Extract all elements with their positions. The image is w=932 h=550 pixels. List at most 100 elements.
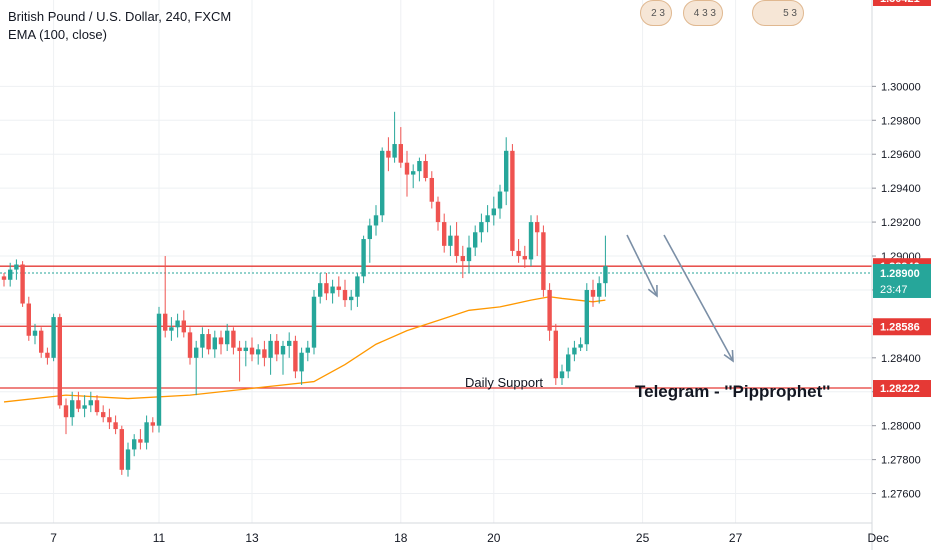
candle bbox=[590, 279, 596, 307]
candle bbox=[218, 330, 224, 355]
economic-event-usd-flag-icon[interactable]: 2 3 bbox=[640, 0, 672, 26]
candle bbox=[349, 289, 354, 311]
candle bbox=[293, 335, 298, 379]
price-tick-label: 1.29600 bbox=[881, 149, 921, 161]
arrow-shaft bbox=[626, 234, 658, 297]
candle-body bbox=[26, 303, 31, 336]
candle-body bbox=[417, 161, 422, 172]
candle bbox=[597, 276, 602, 304]
candle-body bbox=[590, 289, 596, 297]
candle-body bbox=[243, 347, 248, 352]
candle-body bbox=[249, 347, 255, 355]
candle bbox=[249, 337, 255, 362]
candle-body bbox=[237, 347, 242, 352]
candle bbox=[342, 279, 348, 307]
projection-arrows bbox=[626, 234, 734, 363]
candle bbox=[528, 215, 534, 267]
candle bbox=[187, 327, 193, 365]
candle-body bbox=[528, 222, 534, 260]
candle bbox=[107, 408, 112, 430]
candle bbox=[373, 205, 379, 236]
candle bbox=[392, 111, 397, 163]
candle bbox=[479, 213, 484, 243]
candle bbox=[243, 340, 248, 367]
candle-body bbox=[442, 222, 447, 246]
candle bbox=[101, 405, 106, 423]
candle-body bbox=[262, 349, 267, 358]
candle-body bbox=[541, 232, 546, 290]
current-price-tag: 1.28900 23:47 bbox=[873, 263, 931, 298]
candle-body bbox=[435, 201, 441, 223]
price-tick-label: 1.30000 bbox=[881, 81, 921, 93]
candle-body bbox=[553, 330, 558, 379]
candle bbox=[553, 323, 558, 385]
candle-body bbox=[20, 264, 25, 304]
candle-body bbox=[460, 256, 465, 262]
candle bbox=[274, 334, 279, 362]
event-count: 4 3 3 bbox=[693, 7, 716, 19]
candle bbox=[287, 332, 292, 358]
candle-body bbox=[355, 276, 360, 297]
candle-body bbox=[398, 144, 403, 163]
price-tick-label: 1.28400 bbox=[881, 353, 921, 365]
candle bbox=[516, 239, 521, 263]
candle-body bbox=[70, 400, 75, 418]
level-price-tag-label: 1.28586 bbox=[880, 321, 920, 333]
candle-body bbox=[125, 449, 131, 470]
projection-arrow bbox=[626, 234, 658, 298]
candle bbox=[299, 347, 304, 385]
top-partial-tag-label: 1.30421 bbox=[880, 0, 920, 5]
candle-body bbox=[274, 340, 279, 355]
candle-body bbox=[349, 296, 354, 301]
candle bbox=[268, 334, 273, 375]
candle bbox=[491, 196, 496, 226]
level-price-tag-bg bbox=[873, 380, 931, 398]
candle bbox=[435, 196, 441, 231]
time-tick-label: 27 bbox=[729, 531, 743, 545]
candle bbox=[417, 157, 422, 182]
price-tick-label: 1.29200 bbox=[881, 217, 921, 229]
current-price-tag-label: 1.28900 bbox=[880, 268, 920, 280]
candle bbox=[76, 391, 81, 413]
time-tick-label: 7 bbox=[50, 531, 57, 545]
support-label: Daily Support bbox=[465, 375, 543, 390]
price-tick-label: 1.29400 bbox=[881, 183, 921, 195]
candle bbox=[311, 289, 317, 355]
candle bbox=[163, 256, 168, 338]
candle bbox=[94, 395, 100, 416]
candle-body bbox=[82, 405, 87, 409]
candle bbox=[82, 395, 87, 418]
top-partial-tag: 1.30421 bbox=[873, 0, 931, 6]
candle bbox=[1, 272, 7, 287]
candle bbox=[380, 147, 385, 223]
candle-body bbox=[504, 150, 509, 192]
candle-body bbox=[194, 347, 199, 358]
candle-body bbox=[386, 150, 391, 158]
candle-body bbox=[584, 289, 589, 345]
candle-body bbox=[566, 354, 571, 372]
candle-body bbox=[287, 340, 292, 346]
candle bbox=[169, 317, 174, 341]
candle-body bbox=[361, 239, 366, 277]
event-count: 5 3 bbox=[783, 7, 797, 19]
candle-body bbox=[212, 337, 217, 350]
candle-body bbox=[132, 439, 137, 450]
price-tick-label: 1.28000 bbox=[881, 421, 921, 433]
candle-body bbox=[200, 334, 205, 348]
candle bbox=[367, 218, 372, 263]
candle-body bbox=[522, 256, 527, 260]
candle bbox=[181, 310, 186, 338]
candle bbox=[14, 259, 19, 280]
candle bbox=[504, 137, 509, 206]
economic-event-gbp-flag-icon[interactable]: 5 3 bbox=[752, 0, 804, 26]
candle bbox=[57, 313, 62, 409]
candle bbox=[578, 337, 583, 352]
candle-body bbox=[113, 422, 118, 430]
economic-event-usd-flag-icon[interactable]: 4 3 3 bbox=[683, 0, 723, 26]
candle bbox=[206, 328, 211, 355]
candle bbox=[200, 327, 205, 358]
candle-body bbox=[206, 334, 211, 350]
price-tick-label: 1.27600 bbox=[881, 489, 921, 501]
time-tick-label: 18 bbox=[394, 531, 408, 545]
